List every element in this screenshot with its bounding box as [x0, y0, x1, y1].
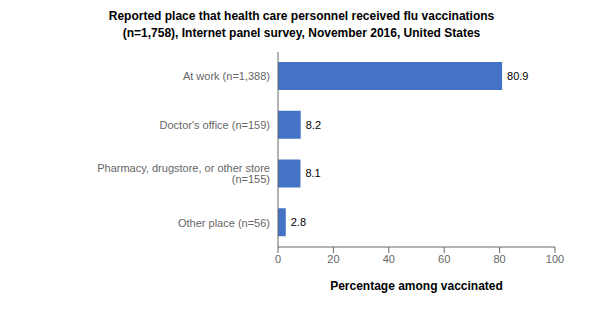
svg-text:80: 80 — [493, 253, 505, 265]
html-text:Reported place that health car: Reported place that health care personne… — [108, 9, 495, 23]
svg-text:Pharmacy, drugstore, or other: Pharmacy, drugstore, or other store(n=15… — [97, 162, 270, 185]
svg-text:Doctor's office (n=159): Doctor's office (n=159) — [160, 119, 270, 131]
html-text:(n=1,758), Internet panel surv: (n=1,758), Internet panel survey, Novemb… — [122, 26, 481, 40]
svg-text:Other place (n=56): Other place (n=56) — [178, 217, 270, 229]
svg-text:8.1: 8.1 — [305, 167, 320, 179]
svg-text:40: 40 — [383, 253, 395, 265]
svg-text:60: 60 — [438, 253, 450, 265]
svg-text:80.9: 80.9 — [507, 70, 528, 82]
svg-text:8.2: 8.2 — [306, 119, 321, 131]
svg-text:0: 0 — [275, 253, 281, 265]
svg-text:2.8: 2.8 — [291, 216, 306, 228]
svg-text:At work (n=1,388): At work (n=1,388) — [183, 70, 270, 82]
svg-text:Percentage among vaccinated: Percentage among vaccinated — [330, 279, 503, 293]
svg-text:100: 100 — [546, 253, 564, 265]
svg-text:20: 20 — [327, 253, 339, 265]
